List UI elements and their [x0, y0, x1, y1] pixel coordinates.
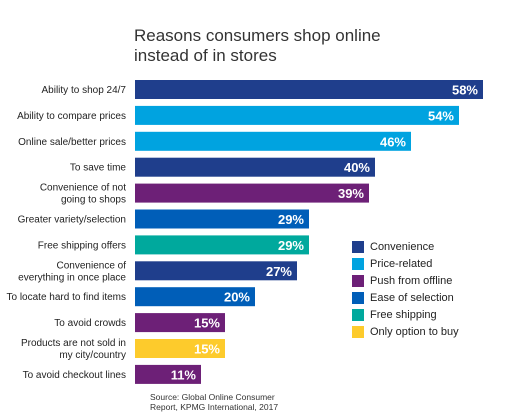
- legend-item-0: Convenience: [352, 238, 459, 255]
- bar-value-label-4: 39%: [338, 186, 364, 201]
- bar-4: [135, 183, 369, 203]
- bar-5: [135, 209, 309, 229]
- bar-value-label-6: 29%: [278, 238, 304, 253]
- category-label-11: To avoid checkout lines: [23, 370, 126, 381]
- legend-label-3: Ease of selection: [370, 291, 454, 304]
- bar-value-label-5: 29%: [278, 212, 304, 227]
- source-note: Source: Global Online Consumer Report, K…: [150, 392, 350, 412]
- bar-8: [135, 287, 255, 307]
- category-label-5: Greater variety/selection: [18, 215, 126, 226]
- bar-9: [135, 313, 225, 333]
- bar-7: [135, 261, 297, 281]
- category-label-10: Products are not sold in my city/country: [21, 338, 126, 361]
- bar-3: [135, 157, 375, 177]
- legend-label-0: Convenience: [370, 240, 435, 253]
- bar-value-label-7: 27%: [266, 264, 292, 279]
- chart-legend: Convenience Price-related Push from offlin…: [352, 238, 459, 340]
- bar-value-label-8: 20%: [224, 290, 250, 305]
- category-label-2: Online sale/better prices: [18, 137, 126, 148]
- category-label-6: Free shipping offers: [38, 240, 126, 251]
- category-label-3: To save time: [70, 163, 127, 174]
- bar-value-label-0: 58%: [452, 83, 478, 98]
- legend-item-5: Only option to buy: [352, 323, 459, 340]
- legend-item-3: Ease of selection: [352, 289, 459, 306]
- legend-swatch-3: [352, 291, 364, 304]
- bar-value-label-3: 40%: [344, 160, 370, 175]
- legend-swatch-0: [352, 240, 364, 253]
- bar-value-label-9: 15%: [194, 316, 220, 331]
- bar-value-label-1: 54%: [428, 108, 454, 123]
- legend-item-4: Free shipping: [352, 306, 459, 323]
- category-label-4: Convenience of not going to shops: [40, 183, 126, 206]
- category-label-0: Ability to shop 24/7: [42, 85, 127, 96]
- bar-value-label-10: 15%: [194, 342, 220, 357]
- bar-0: [135, 80, 483, 99]
- chart-title-line-1: Reasons consumers shop online: [134, 26, 381, 45]
- bar-value-label-11: 11%: [171, 367, 197, 382]
- bar-value-label-2: 46%: [380, 134, 406, 149]
- source-line-2: Report, KPMG International, 2017: [150, 402, 279, 412]
- category-label-9: To avoid crowds: [54, 318, 126, 329]
- source-line-1: Source: Global Online Consumer: [150, 392, 275, 402]
- legend-item-2: Push from offline: [352, 272, 459, 289]
- legend-swatch-1: [352, 257, 364, 270]
- legend-label-4: Free shipping: [370, 308, 437, 321]
- legend-swatch-5: [352, 325, 364, 338]
- legend-swatch-2: [352, 274, 364, 287]
- category-label-7: Convenience of everything in once place: [18, 260, 126, 283]
- legend-swatch-4: [352, 308, 364, 321]
- legend-label-2: Push from offline: [370, 274, 453, 287]
- chart-title-line-2: instead of in stores: [134, 46, 277, 65]
- bar-6: [135, 235, 309, 255]
- bar-2: [135, 131, 411, 151]
- bar-10: [135, 339, 225, 358]
- legend-label-1: Price-related: [370, 257, 433, 270]
- category-label-8: To locate hard to find items: [6, 292, 126, 303]
- legend-label-5: Only option to buy: [370, 325, 459, 338]
- bar-11: [135, 364, 201, 384]
- chart-title: Reasons consumers shop online instead of…: [134, 26, 464, 66]
- category-label-1: Ability to compare prices: [17, 111, 126, 122]
- legend-item-1: Price-related: [352, 255, 459, 272]
- bar-1: [135, 105, 459, 125]
